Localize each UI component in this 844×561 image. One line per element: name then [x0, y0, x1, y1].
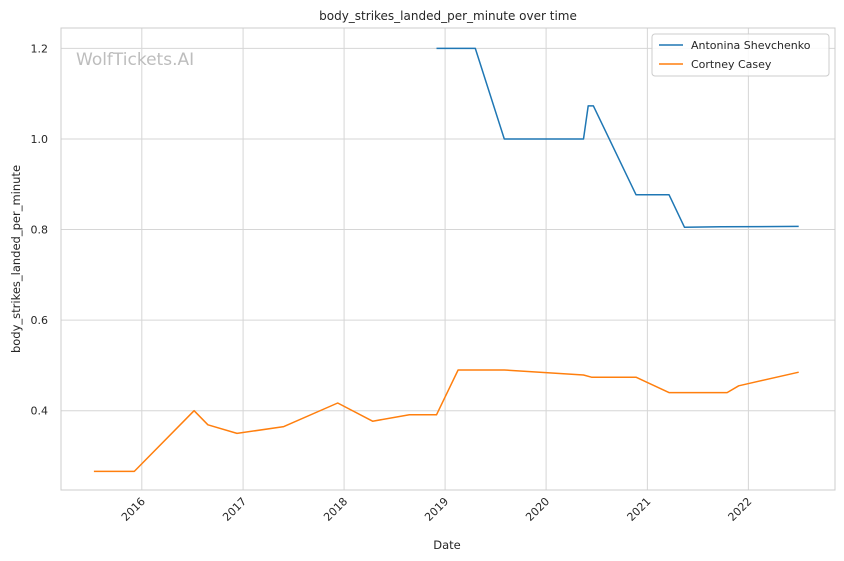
- series-layer: [93, 47, 799, 473]
- x-tick-label: 2016: [119, 495, 148, 524]
- y-tick-label: 0.4: [31, 405, 49, 418]
- x-tick-labels: 2016 2017 2018 2019 2020 2021 2022: [119, 495, 755, 524]
- series-line-antonina-shevchenko: [436, 47, 799, 229]
- y-tick-label: 0.6: [31, 314, 49, 327]
- y-axis-title: body_strikes_landed_per_minute: [9, 165, 23, 353]
- x-tick-label: 2020: [523, 495, 552, 524]
- legend-label-antonina-shevchenko: Antonina Shevchenko: [691, 39, 811, 52]
- legend-label-cortney-casey: Cortney Casey: [691, 58, 772, 71]
- plot-frame: [60, 27, 836, 491]
- series-line-cortney-casey: [93, 369, 799, 473]
- y-tick-labels: 0.4 0.6 0.8 1.0 1.2: [31, 42, 49, 417]
- x-tick-label: 2017: [220, 495, 249, 524]
- x-gridlines: [141, 28, 749, 490]
- legend: Antonina Shevchenko Cortney Casey: [651, 33, 830, 77]
- x-tick-label: 2018: [321, 495, 350, 524]
- y-tick-label: 1.2: [31, 42, 49, 55]
- plot-background: [61, 28, 835, 490]
- x-tick-label: 2019: [422, 495, 451, 524]
- chart-title: body_strikes_landed_per_minute over time: [319, 9, 577, 23]
- y-tick-label: 1.0: [31, 133, 49, 146]
- x-tick-label: 2022: [726, 495, 755, 524]
- x-tick-label: 2021: [625, 495, 654, 524]
- legend-frame: [651, 33, 830, 77]
- y-tick-label: 0.8: [31, 224, 49, 237]
- watermark: WolfTickets.AI: [76, 50, 194, 70]
- x-axis-title: Date: [433, 538, 461, 552]
